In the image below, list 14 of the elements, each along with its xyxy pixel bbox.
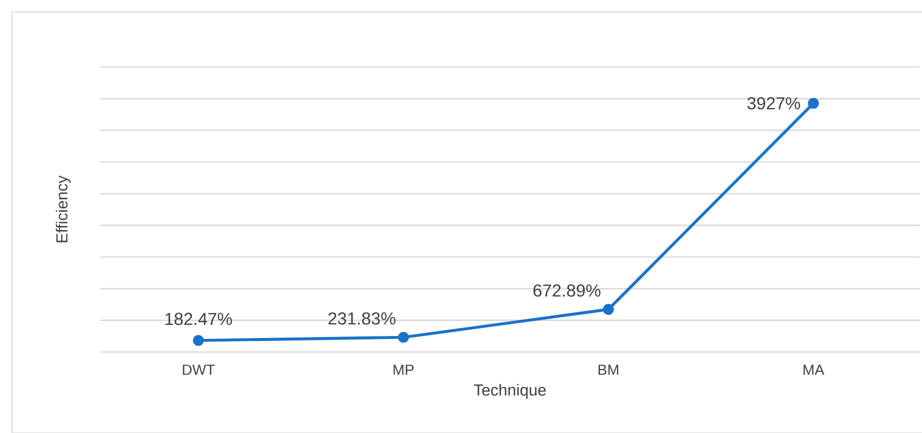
y-axis-title: Efficiency [56,175,71,242]
x-tick-label: DWT [182,364,215,375]
data-label: 3927% [747,97,800,110]
x-tick-label: BM [598,364,618,375]
x-tick-label: MA [804,364,824,375]
x-axis-title: Technique [474,384,546,399]
point [602,304,614,315]
data-label: 231.83% [328,312,396,325]
x-tick-label: MP [394,364,414,375]
point [808,98,819,109]
data-label: 182.47% [166,312,232,326]
data-label: 672.89% [533,284,600,297]
point [398,332,409,343]
point [192,334,204,346]
